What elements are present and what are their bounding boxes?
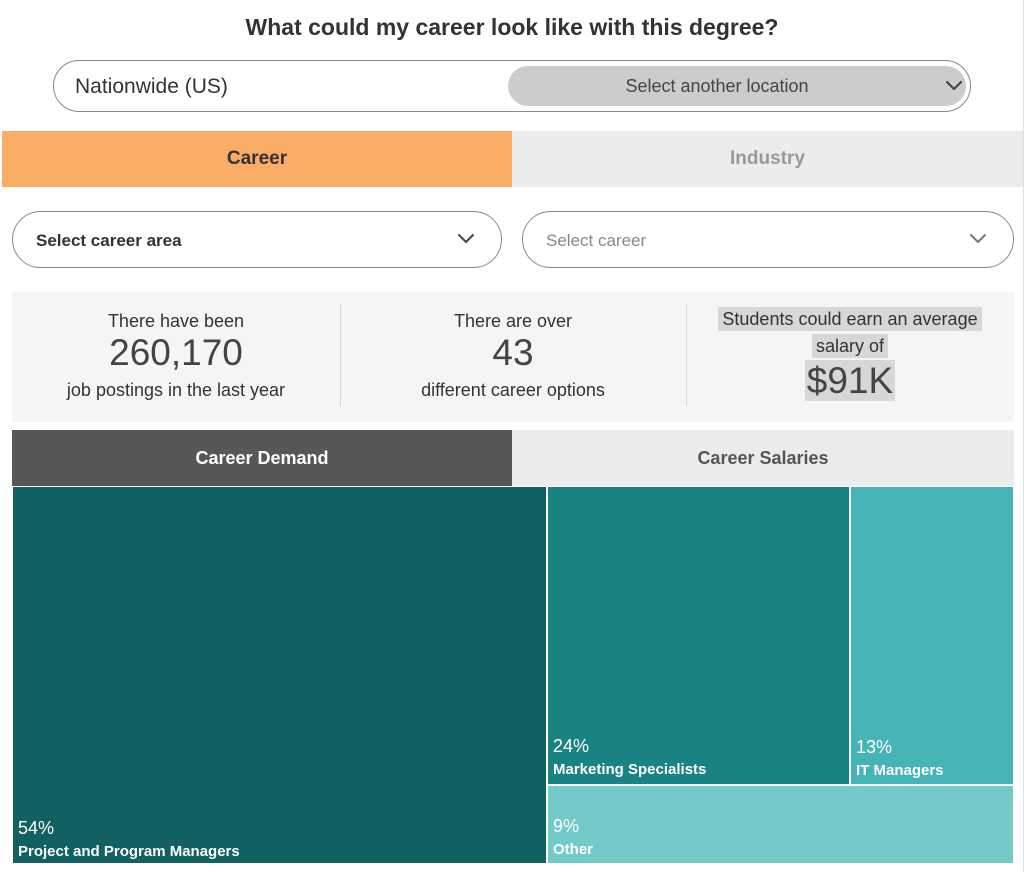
treemap-cell[interactable]: 13% IT Managers bbox=[850, 486, 1014, 785]
chevron-down-icon bbox=[969, 233, 987, 245]
treemap-cell[interactable]: 54% Project and Program Managers bbox=[12, 486, 547, 864]
current-location: Nationwide (US) bbox=[75, 75, 228, 98]
tab-career[interactable]: Career bbox=[2, 131, 512, 187]
stat-prefix: Students could earn an average bbox=[718, 307, 982, 331]
career-options-stat: There are over 43 different career optio… bbox=[340, 292, 686, 422]
stat-value: 260,170 bbox=[109, 332, 243, 373]
location-selector: Nationwide (US) Select another location bbox=[53, 60, 971, 112]
stat-value: 43 bbox=[492, 332, 534, 373]
select-location-dropdown[interactable]: Select another location bbox=[508, 66, 966, 106]
treemap-label: Other bbox=[553, 841, 594, 858]
treemap-percent: 13% bbox=[856, 737, 893, 757]
job-postings-stat: There have been 260,170 job postings in … bbox=[12, 292, 340, 422]
chevron-down-icon bbox=[945, 80, 963, 92]
treemap-label: IT Managers bbox=[856, 762, 944, 779]
divider bbox=[340, 304, 341, 406]
career-area-label: Select career area bbox=[36, 231, 182, 250]
stat-prefix: There are over bbox=[453, 311, 573, 331]
career-area-dropdown[interactable]: Select career area bbox=[12, 211, 502, 268]
select-location-label: Select another location bbox=[625, 76, 809, 96]
page-title: What could my career look like with this… bbox=[245, 14, 779, 40]
salary-stat: Students could earn an average salary of… bbox=[686, 292, 1014, 422]
tab-career-demand[interactable]: Career Demand bbox=[12, 430, 512, 486]
treemap-label: Project and Program Managers bbox=[18, 843, 240, 860]
chevron-down-icon bbox=[457, 233, 475, 245]
stat-suffix: job postings in the last year bbox=[66, 380, 286, 400]
stat-prefix-2: salary of bbox=[811, 334, 889, 358]
treemap-cell[interactable]: 9% Other bbox=[547, 785, 1014, 864]
stat-value: $91K bbox=[804, 360, 896, 401]
tab-industry[interactable]: Industry bbox=[512, 131, 1023, 187]
treemap-percent: 54% bbox=[18, 818, 55, 838]
tab-career-salaries[interactable]: Career Salaries bbox=[512, 430, 1014, 486]
treemap-percent: 24% bbox=[553, 736, 590, 756]
stat-prefix: There have been bbox=[107, 311, 245, 331]
treemap-cell[interactable]: 24% Marketing Specialists bbox=[547, 486, 850, 785]
stat-suffix: different career options bbox=[421, 380, 605, 400]
stats-panel: There have been 260,170 job postings in … bbox=[12, 292, 1014, 422]
treemap-percent: 9% bbox=[553, 816, 580, 836]
divider bbox=[686, 304, 687, 406]
career-placeholder: Select career bbox=[546, 231, 647, 250]
career-demand-treemap: 54% Project and Program Managers 24% Mar… bbox=[12, 486, 1014, 864]
treemap-label: Marketing Specialists bbox=[553, 761, 707, 778]
career-dropdown[interactable]: Select career bbox=[522, 211, 1014, 268]
